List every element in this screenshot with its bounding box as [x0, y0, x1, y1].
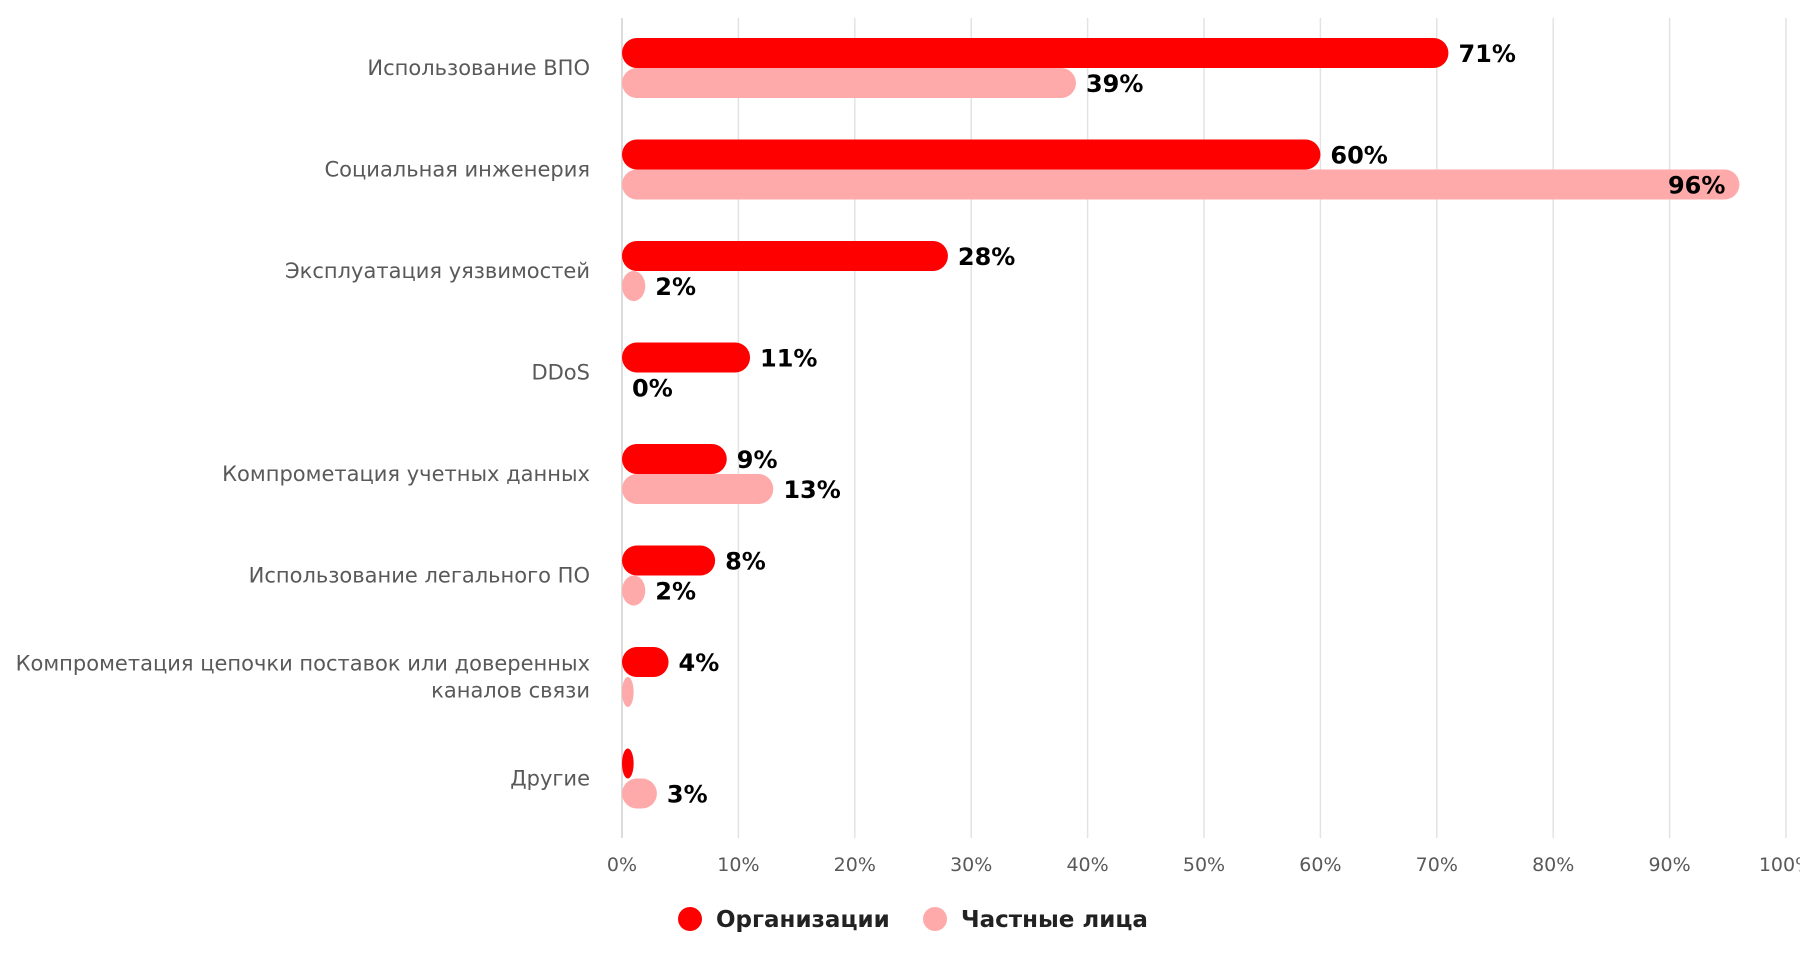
bar-organizations [622, 444, 727, 474]
data-label: 3% [667, 781, 708, 809]
data-label: 4% [679, 649, 720, 677]
category-label: каналов связи [431, 679, 590, 703]
bar-individuals [622, 575, 646, 606]
legend: Организации Частные лица [678, 907, 1148, 933]
bar-individuals [622, 169, 1740, 200]
category-labels: Использование ВПО Социальная инженерия Экс… [16, 56, 590, 791]
x-tick-label: 50% [1183, 854, 1225, 876]
category-label: Использование легального ПО [249, 564, 590, 588]
legend-marker [678, 907, 702, 931]
x-tick-label: 80% [1532, 854, 1574, 876]
data-label: 0% [632, 375, 673, 403]
bar-organizations [622, 38, 1449, 68]
bar-organizations [622, 342, 751, 373]
bar-organizations [622, 139, 1321, 170]
bar-individuals [622, 778, 657, 809]
bar-organizations [622, 241, 948, 271]
data-label: 2% [655, 578, 696, 606]
x-tick-label: 60% [1299, 854, 1341, 876]
x-tick-label: 90% [1648, 854, 1690, 876]
category-label: DDoS [531, 361, 590, 385]
data-label: 39% [1086, 70, 1143, 98]
x-tick-label: 0% [607, 854, 637, 876]
x-tick-label: 10% [717, 854, 759, 876]
data-label: 9% [737, 446, 778, 474]
bar-organizations [622, 545, 716, 576]
category-label: Компрометация учетных данных [222, 462, 590, 486]
category-label: Использование ВПО [367, 56, 590, 80]
x-tick-label: 20% [834, 854, 876, 876]
bars [622, 38, 1740, 809]
bar-individuals [622, 271, 646, 301]
bar-organizations [622, 748, 634, 779]
legend-marker [923, 907, 947, 931]
x-tick-label: 30% [950, 854, 992, 876]
bar-organizations [622, 647, 669, 677]
category-label: Социальная инженерия [324, 158, 590, 182]
data-label: 60% [1330, 142, 1387, 170]
data-label: 2% [655, 273, 696, 301]
bar-individuals [622, 474, 774, 504]
category-label: Компрометация цепочки поставок или довер… [16, 652, 590, 676]
category-label: Другие [510, 767, 590, 791]
x-axis-tick-labels: 0% 10% 20% 30% 40% 50% 60% 70% 80% 90% 100% [607, 854, 1800, 876]
data-label: 8% [725, 548, 766, 576]
x-tick-label: 100% [1759, 854, 1800, 876]
legend-label: Частные лица [961, 907, 1148, 933]
data-label: 13% [783, 476, 840, 504]
data-label: 28% [958, 243, 1015, 271]
data-label: 71% [1458, 40, 1515, 68]
category-label: Эксплуатация уязвимостей [285, 259, 590, 283]
data-labels: 71% 39% 60% 96% 28% 2% 11% 0% 9%13% 8% 2% 4% 3% [632, 40, 1725, 809]
data-label: 96% [1668, 172, 1725, 200]
bar-individuals [622, 68, 1076, 98]
data-label: 11% [760, 345, 817, 373]
bar-individuals [622, 677, 634, 707]
legend-label: Организации [716, 907, 890, 933]
x-tick-label: 40% [1066, 854, 1108, 876]
x-tick-label: 70% [1416, 854, 1458, 876]
